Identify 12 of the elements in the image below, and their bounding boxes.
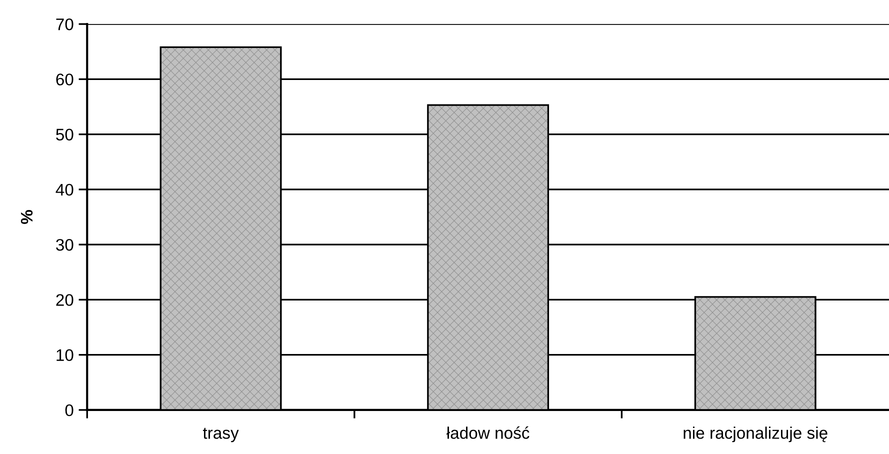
y-tick-label: 50 [56, 128, 74, 141]
y-tick-label: 10 [56, 349, 74, 362]
y-tick-label: 40 [56, 184, 74, 196]
y-tick-label: 70 [56, 18, 74, 30]
y-tick-label: 60 [56, 74, 74, 86]
y-tick-label: 20 [56, 294, 74, 306]
y-axis-title: % [20, 210, 33, 224]
y-tick-label: 30 [56, 238, 74, 251]
x-tick-label: trasy [202, 428, 239, 442]
y-tick-label: 0 [65, 404, 74, 416]
x-tick-label: nie racjonalizuje się [684, 426, 828, 442]
x-tick-label: ładow ność [446, 426, 530, 439]
